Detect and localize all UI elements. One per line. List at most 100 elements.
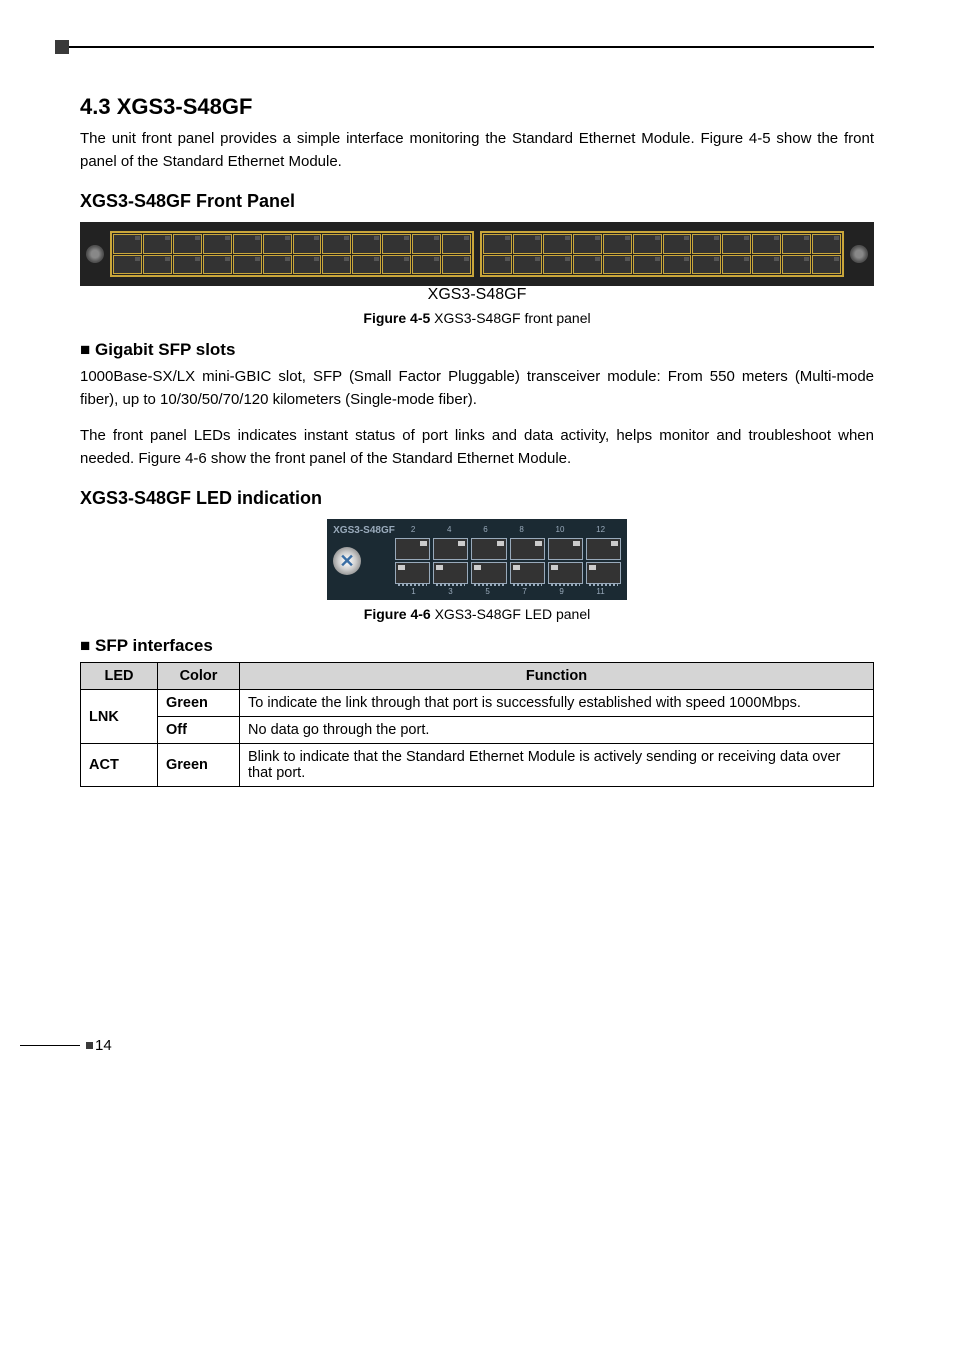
led-port-column [433,538,468,584]
led-port [548,562,583,584]
led-port-column [395,538,430,584]
port-number: 6 [483,525,487,534]
port-pair [352,234,381,274]
cell-color: Off [158,717,240,744]
caption-bold: Figure 4-6 [364,606,431,622]
led-indication-heading: XGS3-S48GF LED indication [80,488,874,509]
port-number: 2 [411,525,415,534]
port-pair [382,234,411,274]
device-label: XGS3-S48GF [428,286,527,303]
port-pair [573,234,602,274]
gigabit-p1: 1000Base-SX/LX mini-GBIC slot, SFP (Smal… [80,366,874,411]
port-pair [293,234,322,274]
led-port [510,538,545,560]
led-port [471,538,506,560]
x-icon: ✕ [339,551,354,572]
cell-color: Green [158,744,240,787]
sfp-port [573,234,602,254]
sfp-port [143,234,172,254]
section-intro: The unit front panel provides a simple i… [80,128,874,173]
sfp-port [322,255,351,275]
sfp-port [782,234,811,254]
sfp-port [442,255,471,275]
port-pair [633,234,662,274]
sfp-port [382,234,411,254]
led-port [395,538,430,560]
port-number: 8 [519,525,523,534]
port-pair [663,234,692,274]
sfp-port [782,255,811,275]
sfp-port [722,234,751,254]
port-pair [412,234,441,274]
sfp-port [143,255,172,275]
led-device-label: XGS3-S48GF [333,525,395,536]
footer-tick [86,1042,93,1049]
footer-line [20,1045,80,1047]
led-port [510,562,545,584]
led-port [586,538,621,560]
led-port-column [548,538,583,584]
sfp-port [543,255,572,275]
port-pair [322,234,351,274]
port-pair [442,234,471,274]
port-pair [173,234,202,274]
header-block [55,40,69,54]
sfp-port [263,255,292,275]
sfp-port [752,255,781,275]
port-number: 3 [448,587,452,596]
port-pair [812,234,841,274]
page-number: 14 [95,1037,112,1054]
front-panel-diagram [80,222,874,286]
col-led: LED [81,663,158,690]
port-pair [752,234,781,274]
sfp-port [293,255,322,275]
figure-led-panel: XGS3-S48GF 24681012 ✕ 1357911 [80,519,874,600]
sfp-port [692,234,721,254]
figure-front-panel: XGS3-S48GF [80,222,874,304]
sfp-port [603,234,632,254]
port-block-1 [110,231,474,277]
sfp-port [442,234,471,254]
sfp-port [663,234,692,254]
sfp-port [173,234,202,254]
cell-led: LNK [81,690,158,744]
led-port [586,562,621,584]
sfp-port [233,255,262,275]
cell-function: To indicate the link through that port i… [240,690,874,717]
port-pair [483,234,512,274]
table-row: ACTGreenBlink to indicate that the Stand… [81,744,874,787]
sfp-port [203,234,232,254]
sfp-port [113,255,142,275]
table-row: LNKGreenTo indicate the link through tha… [81,690,874,717]
header-line [69,46,874,48]
sfp-port [513,234,542,254]
led-top-numbers: 24681012 [395,525,621,534]
sfp-port [603,255,632,275]
figure-4-5-caption: Figure 4-5 XGS3-S48GF front panel [80,310,874,326]
port-pair [143,234,172,274]
sfp-port [633,255,662,275]
screw-icon: ✕ [333,547,361,575]
sfp-port [113,234,142,254]
port-number: 5 [485,587,489,596]
sfp-port [483,255,512,275]
caption-text: XGS3-S48GF LED panel [431,606,591,622]
table-row: OffNo data go through the port. [81,717,874,744]
sfp-port [513,255,542,275]
led-port-column [510,538,545,584]
sfp-port [382,255,411,275]
sfp-port [293,234,322,254]
col-function: Function [240,663,874,690]
sfp-port [663,255,692,275]
header-rule [55,40,874,54]
caption-bold: Figure 4-5 [363,310,430,326]
port-block-2 [480,231,844,277]
led-port [433,562,468,584]
front-panel-heading: XGS3-S48GF Front Panel [80,191,874,212]
sfp-port [352,234,381,254]
port-number: 9 [559,587,563,596]
led-port [471,562,506,584]
port-number: 11 [596,587,604,596]
col-color: Color [158,663,240,690]
sfp-port [263,234,292,254]
